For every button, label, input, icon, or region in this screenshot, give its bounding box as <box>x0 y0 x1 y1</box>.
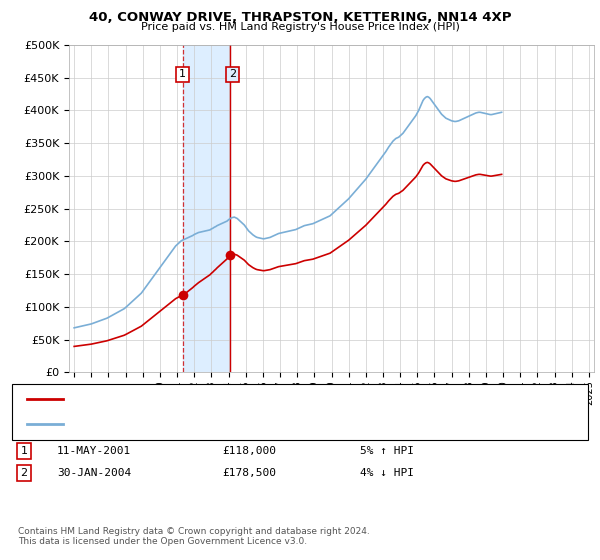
Text: 2: 2 <box>229 69 236 80</box>
Text: 1: 1 <box>20 446 28 456</box>
Text: 30-JAN-2004: 30-JAN-2004 <box>57 468 131 478</box>
Text: £178,500: £178,500 <box>222 468 276 478</box>
Text: HPI: Average price, detached house, North Northamptonshire: HPI: Average price, detached house, Nort… <box>69 419 370 429</box>
Bar <box>183 45 230 372</box>
Text: 2: 2 <box>20 468 28 478</box>
Text: 1: 1 <box>179 69 186 80</box>
Text: 4% ↓ HPI: 4% ↓ HPI <box>360 468 414 478</box>
Text: 40, CONWAY DRIVE, THRAPSTON, KETTERING, NN14 4XP (detached house): 40, CONWAY DRIVE, THRAPSTON, KETTERING, … <box>69 394 434 404</box>
Text: Contains HM Land Registry data © Crown copyright and database right 2024.
This d: Contains HM Land Registry data © Crown c… <box>18 526 370 546</box>
Text: 11-MAY-2001: 11-MAY-2001 <box>57 446 131 456</box>
Text: Price paid vs. HM Land Registry's House Price Index (HPI): Price paid vs. HM Land Registry's House … <box>140 22 460 32</box>
Text: 40, CONWAY DRIVE, THRAPSTON, KETTERING, NN14 4XP: 40, CONWAY DRIVE, THRAPSTON, KETTERING, … <box>89 11 511 24</box>
Text: 5% ↑ HPI: 5% ↑ HPI <box>360 446 414 456</box>
Text: £118,000: £118,000 <box>222 446 276 456</box>
